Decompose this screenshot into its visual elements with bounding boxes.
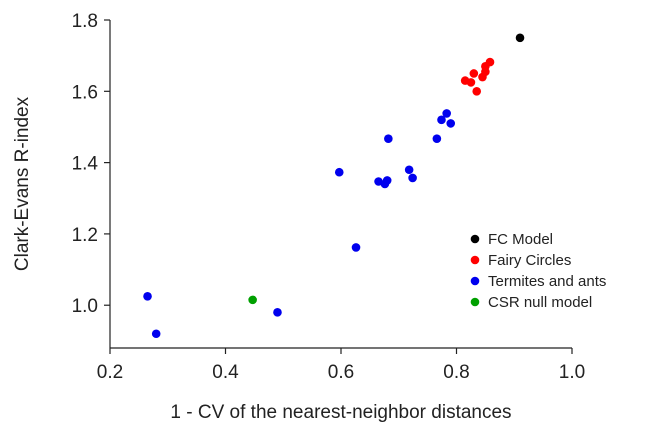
data-point	[515, 33, 525, 43]
y-tick-label: 1.8	[72, 11, 98, 32]
data-point	[273, 308, 282, 317]
x-tick-label: 1.0	[559, 362, 585, 383]
data-point	[384, 134, 393, 144]
data-point	[446, 119, 456, 128]
plot-area: 0.2 0.4 0.6 0.8 1.0 1.0 1.2 1.4 1.6 1.8	[72, 11, 586, 383]
y-axis-ticks: 1.0 1.2 1.4 1.6 1.8	[72, 11, 110, 317]
legend-marker	[470, 297, 480, 307]
data-point	[442, 109, 451, 118]
data-point	[472, 87, 482, 96]
data-point	[404, 165, 414, 175]
x-tick-label: 0.4	[212, 362, 239, 383]
data-points	[143, 33, 525, 339]
data-point	[248, 295, 257, 305]
legend-label: FC Model	[488, 231, 553, 248]
y-tick-label: 1.4	[72, 154, 99, 175]
data-point	[485, 57, 495, 67]
data-point	[469, 69, 479, 78]
data-point	[151, 329, 161, 339]
data-point	[466, 78, 476, 87]
data-point	[382, 176, 392, 185]
legend: FC Model Fairy Circles Termites and ants CS…	[470, 231, 606, 311]
y-axis-title: Clark-Evans R-index	[12, 96, 33, 271]
y-tick-label: 1.0	[72, 296, 98, 317]
data-point	[351, 243, 361, 252]
legend-label: Termites and ants	[488, 273, 606, 290]
y-tick-label: 1.2	[72, 225, 98, 246]
data-point	[408, 173, 417, 183]
legend-marker	[470, 255, 480, 265]
x-axis-ticks: 0.2 0.4 0.6 0.8 1.0	[97, 348, 585, 383]
x-axis-title: 1 - CV of the nearest-neighbor distances	[170, 402, 511, 423]
x-tick-label: 0.6	[328, 362, 354, 383]
data-point	[143, 292, 152, 301]
legend-label: Fairy Circles	[488, 252, 571, 269]
x-tick-label: 0.2	[97, 362, 123, 383]
legend-marker	[470, 276, 480, 286]
data-point	[334, 167, 344, 177]
y-tick-label: 1.6	[72, 82, 98, 103]
x-tick-label: 0.8	[443, 362, 469, 383]
legend-marker	[470, 234, 480, 244]
data-point	[437, 115, 446, 125]
data-point	[432, 134, 442, 144]
legend-label: CSR null model	[488, 294, 592, 311]
